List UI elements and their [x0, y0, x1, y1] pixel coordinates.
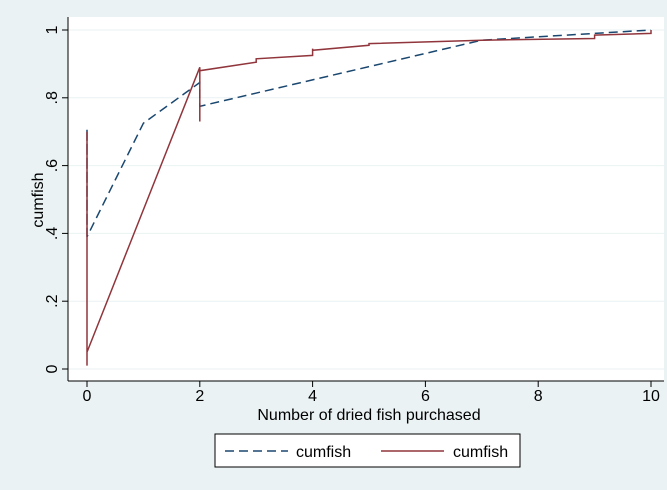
- y-tick-label-4: .8: [44, 91, 61, 104]
- y-tick-label-2: .4: [44, 227, 61, 240]
- x-tick-label-0: 0: [83, 388, 92, 405]
- x-tick-label-2: 4: [308, 388, 317, 405]
- x-tick-label-4: 8: [534, 388, 543, 405]
- y-tick-label-5: 1: [44, 25, 61, 34]
- series-layer: [86, 29, 652, 366]
- x-axis-label: Number of dried fish purchased: [257, 407, 480, 424]
- legend: cumfish cumfish: [214, 433, 521, 468]
- series-line-2: [86, 30, 652, 366]
- y-tick-label-0: 0: [44, 364, 61, 373]
- grid-lines: [68, 29, 664, 370]
- y-tick-label-3: .6: [44, 159, 61, 172]
- legend-box: [214, 433, 521, 468]
- x-tick-label-1: 2: [195, 388, 204, 405]
- legend-label-series-2: cumfish: [453, 444, 508, 461]
- y-tick-label-1: .2: [44, 294, 61, 307]
- y-axis-label: cumfish: [30, 172, 47, 227]
- legend-label-series-1: cumfish: [296, 444, 351, 461]
- x-tick-label-3: 6: [421, 388, 430, 405]
- axes: 0.2.4.6.810 2 4 6 8 10: [44, 17, 664, 405]
- plot-area: [68, 17, 664, 381]
- x-tick-label-5: 10: [642, 388, 660, 405]
